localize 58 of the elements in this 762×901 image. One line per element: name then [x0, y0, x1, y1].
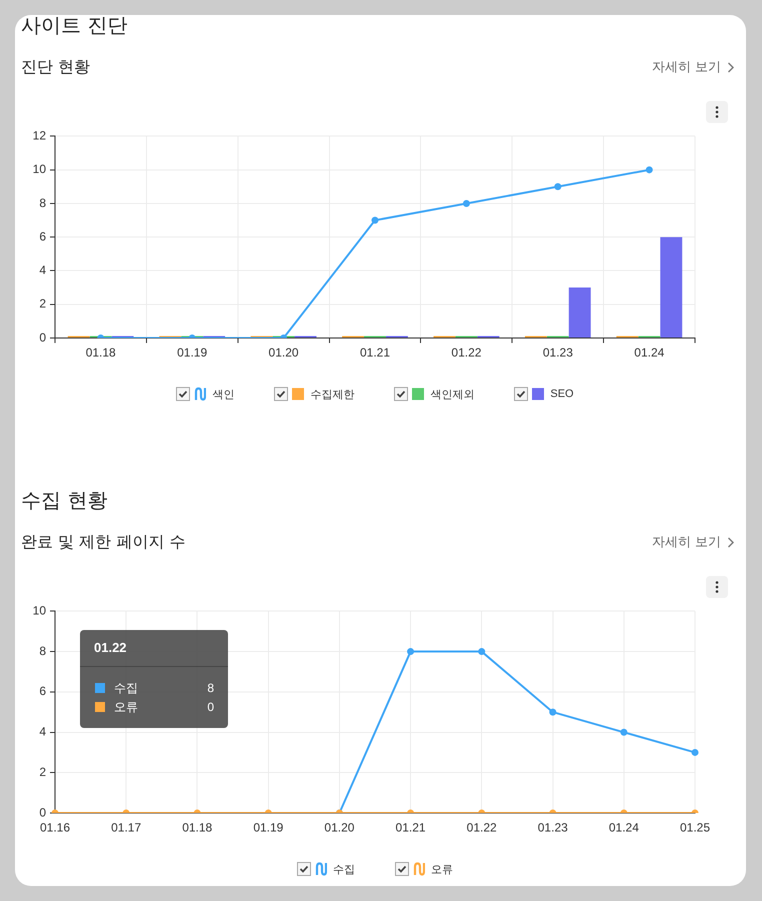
legend-label: 오류 — [431, 862, 453, 876]
point — [462, 200, 470, 207]
annotation: 오류 — [114, 698, 138, 716]
x-tick-label: 01.20 — [324, 820, 355, 835]
bar — [568, 288, 591, 338]
y-tick-label: 2 — [39, 764, 46, 779]
x-tick-label: 01.23 — [538, 820, 568, 835]
text: 자세히 보기 — [652, 59, 721, 76]
x-tick-label: 01.19 — [253, 820, 284, 835]
x-tick-label: 01.17 — [111, 820, 142, 835]
chart-subtitle: 진단 현황 — [21, 56, 90, 78]
x-tick-label: 01.18 — [86, 346, 116, 360]
legend-label: 수집 — [333, 862, 355, 876]
x-tick-label: 01.16 — [40, 820, 70, 835]
x-tick-label: 01.25 — [680, 820, 710, 835]
y-tick-label: 6 — [39, 684, 46, 698]
y-tick-label: 0 — [39, 805, 46, 820]
legend-label: 수집제한 — [310, 388, 354, 402]
x-tick-label: 01.22 — [451, 346, 482, 360]
y-tick-label: 4 — [39, 724, 46, 739]
annotation: 8 — [207, 681, 214, 695]
legend-label: SEO — [550, 388, 574, 400]
chart-subtitle: 완료 및 제한 페이지 수 — [21, 531, 186, 553]
y-tick-label: 10 — [32, 604, 46, 618]
x-tick-label: 01.19 — [177, 346, 208, 360]
legend-label: 색인 — [212, 388, 234, 402]
point — [407, 648, 414, 656]
y-tick-label: 10 — [32, 162, 46, 176]
y-tick-label: 0 — [39, 330, 46, 344]
bar — [660, 237, 682, 338]
annotation: 01.22 — [94, 640, 127, 656]
y-tick-label: 2 — [39, 296, 46, 311]
annotation: 수집 — [114, 680, 138, 696]
chart-title: 수집 현황 — [21, 487, 108, 513]
x-tick-label: 01.21 — [396, 820, 426, 835]
x-tick-label: 01.23 — [542, 346, 574, 360]
y-tick-label: 6 — [39, 229, 46, 244]
x-tick-label: 01.20 — [268, 346, 299, 360]
annotation: 0 — [207, 700, 214, 714]
point — [620, 728, 628, 736]
x-tick-label: 01.22 — [466, 820, 498, 835]
point — [478, 648, 486, 656]
y-tick-label: 8 — [39, 196, 46, 210]
x-tick-label: 01.21 — [360, 346, 390, 360]
point — [549, 708, 556, 716]
point — [372, 216, 378, 224]
legend-label: 색인제외 — [430, 388, 474, 402]
text: 자세히 보기 — [652, 534, 721, 551]
chart-title: 사이트 진단 — [21, 12, 128, 38]
point — [554, 183, 562, 190]
point — [646, 166, 653, 174]
x-tick-label: 01.18 — [182, 820, 213, 835]
y-tick-label: 8 — [39, 644, 46, 658]
point — [692, 748, 698, 756]
x-tick-label: 01.24 — [634, 346, 665, 360]
y-tick-label: 4 — [39, 263, 46, 278]
x-tick-label: 01.24 — [608, 820, 640, 835]
y-tick-label: 12 — [32, 128, 46, 143]
